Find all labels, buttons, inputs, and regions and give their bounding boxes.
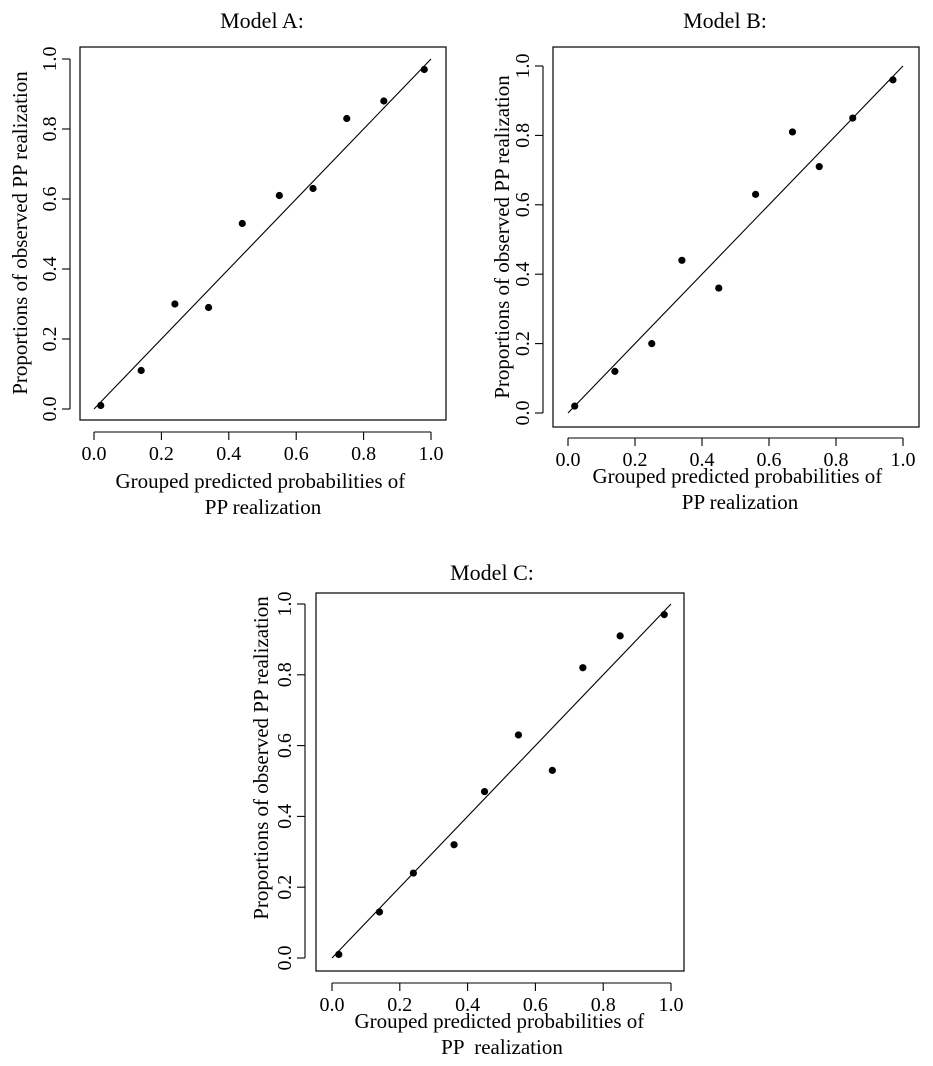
x-tick-label: 0.2 [623, 449, 648, 471]
y-tick-label: 0.6 [512, 192, 534, 217]
data-point [514, 731, 523, 739]
data-point [171, 300, 179, 308]
x-axis-label: Grouped predicted probabilities of PP re… [592, 464, 887, 514]
y-tick-label: 1.0 [512, 54, 534, 79]
data-point [889, 76, 897, 84]
y-tick-label: 0.0 [274, 946, 296, 971]
y-tick-label: 0.0 [512, 401, 534, 426]
x-tick-label: 1.0 [419, 443, 444, 465]
data-point [579, 664, 587, 672]
data-point [571, 402, 579, 410]
data-point [660, 611, 668, 619]
data-point [648, 340, 656, 348]
x-axis-label-line-1: Grouped predicted probabilities of [354, 1009, 644, 1033]
data-point [450, 841, 458, 849]
x-tick-label: 0.6 [523, 994, 548, 1016]
data-point [752, 190, 760, 198]
plot-frame [552, 46, 920, 428]
y-tick-label: 0.8 [39, 117, 61, 142]
y-axis-label: Proportions of observed PP realization [8, 71, 32, 395]
y-tick-label: 0.6 [39, 187, 61, 212]
data-point [715, 284, 723, 292]
data-point [678, 256, 686, 264]
identity-reference-line [331, 603, 672, 959]
panel-model-b: Model B: 0.0 0.2 0.4 0.6 0.8 1.0 0.0 0.2 0.4 0.6… [490, 8, 920, 514]
x-axis-label-line-1: Grouped predicted probabilities of [592, 464, 882, 488]
x-tick-label: 0.4 [690, 449, 715, 471]
data-point [611, 367, 619, 375]
y-tick-label: 0.0 [39, 397, 61, 422]
data-point [335, 950, 343, 959]
x-tick-label: 0.4 [455, 994, 480, 1016]
data-point [548, 766, 556, 774]
panel-model-c: Model C: 0.0 0.2 0.4 0.6 0.8 1.0 0.0 0.2 0.4 0.6… [249, 560, 685, 1059]
data-point [137, 366, 145, 375]
y-tick-label: 1.0 [274, 592, 296, 617]
x-tick-label: 0.4 [216, 443, 241, 465]
y-axis-label: Proportions of observed PP realization [490, 75, 514, 399]
x-tick-label: 0.8 [591, 994, 616, 1016]
x-axis-label-line-1: Grouped predicted probabilities of [115, 469, 405, 493]
panel-title: Model C: [450, 560, 534, 585]
x-tick-label: 1.0 [891, 449, 916, 471]
x-tick-label: 0.0 [320, 994, 345, 1016]
data-point [375, 908, 384, 916]
y-tick-label: 0.8 [512, 123, 534, 148]
data-point [238, 219, 246, 228]
data-point [343, 114, 351, 123]
x-tick-label: 0.2 [149, 443, 174, 465]
plot-frame [79, 46, 447, 421]
y-tick-label: 0.8 [274, 662, 296, 687]
x-tick-label: 1.0 [659, 994, 684, 1016]
y-tick-label: 0.6 [274, 733, 296, 758]
x-axis-label-line-2: PP realization [205, 495, 322, 519]
x-axis-label-line-2: PP realization [441, 1035, 563, 1059]
y-tick-label: 0.2 [39, 327, 61, 352]
y-tick-label: 1.0 [39, 47, 61, 72]
x-tick-label: 0.0 [556, 449, 581, 471]
data-point [849, 114, 857, 122]
y-tick-label: 0.4 [512, 262, 534, 287]
data-point [309, 184, 317, 193]
panel-title: Model B: [683, 8, 767, 33]
x-tick-label: 0.2 [387, 994, 412, 1016]
data-point [815, 163, 823, 171]
data-point [788, 128, 797, 136]
x-tick-label: 0.6 [284, 443, 309, 465]
data-point [97, 401, 105, 410]
x-axis-label: Grouped predicted probabilities of PP re… [354, 1009, 649, 1059]
y-tick-label: 0.2 [512, 331, 534, 356]
data-point [480, 788, 489, 796]
x-axis-label: Grouped predicted probabilities of PP re… [115, 469, 410, 519]
y-axis-label: Proportions of observed PP realization [249, 596, 273, 920]
x-tick-label: 0.6 [757, 449, 782, 471]
y-tick-label: 0.4 [274, 804, 296, 829]
data-point [616, 632, 624, 640]
panel-model-a: Model A: 0.0 0.2 0.4 0.6 0.8 1.0 0.0 0.2 0.4 0.6… [8, 8, 447, 519]
x-tick-label: 0.8 [351, 443, 376, 465]
data-point [275, 191, 283, 200]
plot-frame [315, 592, 685, 972]
x-tick-label: 0.0 [82, 443, 107, 465]
x-tick-label: 0.8 [824, 449, 849, 471]
data-point [204, 303, 213, 312]
y-tick-label: 0.4 [39, 257, 61, 282]
x-axis-label-line-2: PP realization [682, 490, 799, 514]
data-point [409, 869, 417, 877]
identity-reference-line [567, 65, 904, 414]
identity-reference-line [93, 58, 432, 410]
data-point [380, 97, 388, 105]
panel-title: Model A: [220, 8, 304, 33]
y-tick-label: 0.2 [274, 875, 296, 900]
data-point [420, 65, 428, 74]
